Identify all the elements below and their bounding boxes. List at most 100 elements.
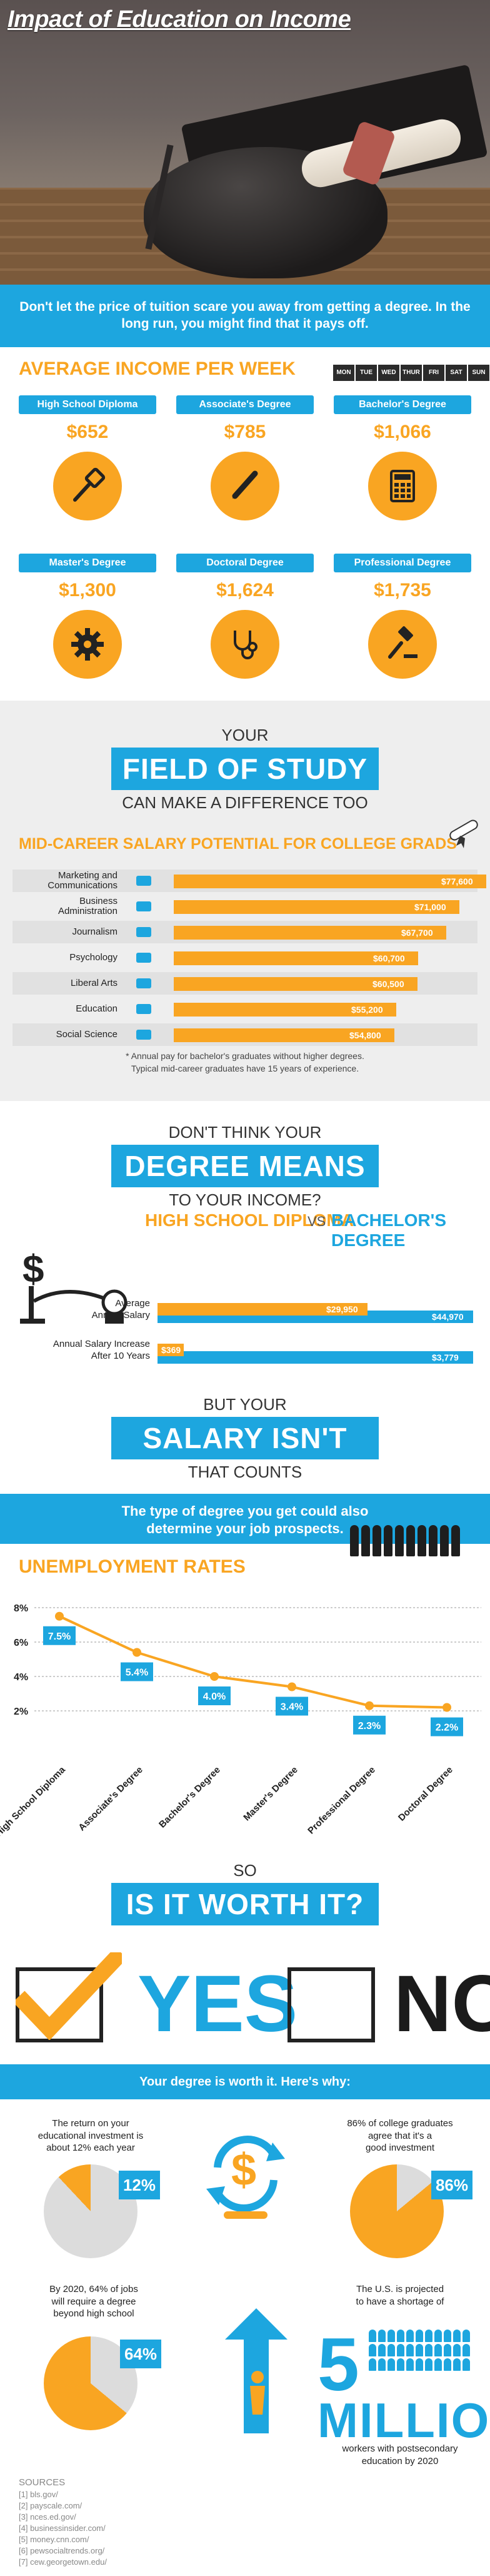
high-school-value: $29,950 — [326, 1304, 358, 1314]
source-link[interactable]: [5] money.cnn.com/ — [19, 2535, 89, 2544]
salary-field-label: Social Science — [56, 1028, 118, 1040]
salary-bar — [174, 926, 446, 940]
fact-worker-shortage: The U.S. is projected to have a shortage… — [325, 2283, 475, 2308]
fact-line: The return on your — [52, 2118, 129, 2129]
bachelors-header: BACHELOR'S DEGREE — [331, 1210, 446, 1250]
brain-icon — [125, 946, 162, 969]
day-label: THUR — [401, 365, 422, 381]
person-icon — [384, 1525, 392, 1556]
hero-image: Impact of Education on Income — [0, 0, 490, 285]
unemployment-point — [210, 1672, 219, 1681]
fact-jobs-require-degree: By 2020, 64% of jobs will require a degr… — [25, 2283, 162, 2320]
quill-icon — [125, 972, 162, 995]
fact-line: education by 2020 — [361, 2455, 439, 2467]
graduate-icon — [378, 2344, 386, 2356]
pct-label: 86% — [431, 2171, 472, 2199]
degree-card-associates: Associate's Degree $785 — [176, 395, 314, 520]
salary-bar-row: Education $55,200 — [12, 998, 478, 1020]
up-arrow-graduate-icon — [225, 2308, 288, 2433]
salary-field-label: Liberal Arts — [70, 977, 118, 988]
salary-note-line1: * Annual pay for bachelor's graduates wi… — [126, 1051, 364, 1061]
comparison-label: Annual Salary Increase After 10 Years — [52, 1339, 150, 1361]
source-link[interactable]: [2] payscale.com/ — [19, 2501, 82, 2510]
salary-bar-row: Liberal Arts $60,500 — [12, 972, 478, 995]
no-label: NO — [394, 1959, 490, 2049]
day-label: FRI — [423, 365, 444, 381]
degree-income: $1,735 — [374, 580, 431, 601]
person-icon — [395, 1525, 404, 1556]
source-link[interactable]: [6] pewsocialtrends.org/ — [19, 2546, 105, 2555]
graduate-icon — [397, 2344, 404, 2356]
salary-bar — [174, 1003, 396, 1017]
sources-title: SOURCES — [19, 2477, 66, 2488]
unemployment-value: 7.5% — [48, 1631, 71, 1642]
graduate-icon — [453, 2358, 461, 2371]
no-checkbox — [288, 1967, 375, 2042]
graduate-icon — [406, 2358, 414, 2371]
versus-label: VS — [308, 1214, 326, 1229]
fact-line: good investment — [365, 2142, 435, 2153]
source-link[interactable]: [4] businessinsider.com/ — [19, 2523, 106, 2533]
fact-line: 86% of college graduates — [347, 2118, 453, 2129]
unemployment-line — [59, 1615, 448, 1709]
day-label: WED — [378, 365, 399, 381]
degree-income: $1,300 — [59, 580, 116, 601]
graduate-icon — [453, 2330, 461, 2342]
degree-label: Bachelor's Degree — [334, 395, 471, 414]
source-link[interactable]: [7] cew.georgetown.edu/ — [19, 2557, 107, 2567]
intro-band: Don't let the price of tuition scare you… — [0, 285, 490, 347]
source-link[interactable]: [3] nces.ed.gov/ — [19, 2512, 76, 2522]
pencil-icon — [211, 452, 279, 520]
salary-note-line2: Typical mid-career graduates have 15 yea… — [131, 1063, 359, 1073]
salary-bar-value: $60,700 — [373, 953, 405, 963]
person-icon — [418, 1525, 426, 1556]
field-banner-big: FIELD OF STUDY — [92, 748, 398, 790]
y-tick-label: 8% — [14, 1603, 28, 1614]
degree-income: $1,066 — [374, 422, 431, 442]
pie-chart-86 — [350, 2164, 444, 2258]
salary-bar-value: $60,500 — [372, 979, 404, 989]
graduate-icon — [416, 2358, 423, 2371]
unemployment-point — [442, 1703, 451, 1712]
x-category-label: High School Diploma — [0, 1764, 68, 1838]
person-icon — [361, 1525, 370, 1556]
person-icon — [451, 1525, 460, 1556]
graduate-icon — [388, 2330, 395, 2342]
bachelors-value: $3,779 — [432, 1352, 459, 1362]
degree-card-professional: Professional Degree $1,735 — [334, 554, 471, 679]
stethoscope-icon — [211, 610, 279, 679]
unemployment-line-svg: 8% 6% 4% 2% 7.5% High School Diploma 5.4% Assoc… — [0, 1603, 481, 1838]
megaphone-icon — [125, 870, 162, 892]
unemployment-chart: 8% 6% 4% 2% 7.5% High School Diploma 5.4% Assoc… — [0, 1589, 490, 1864]
unemployment-point — [288, 1682, 296, 1691]
job-prospects-line1: The type of degree you get could also — [121, 1503, 369, 1519]
person-icon — [440, 1525, 449, 1556]
diploma-icon — [449, 819, 478, 848]
source-link[interactable]: [1] bls.gov/ — [19, 2490, 58, 2499]
salary-bar — [174, 900, 459, 914]
degree-label: High School Diploma — [19, 395, 156, 414]
unemployment-value: 2.2% — [436, 1723, 458, 1733]
graduate-icon — [416, 2330, 423, 2342]
graduate-icon — [369, 2358, 376, 2371]
unemployment-value: 3.4% — [281, 1702, 303, 1713]
worth-banner-big: IS IT WORTH IT? — [92, 1883, 398, 1925]
fact-investment-return: The return on your educational investmen… — [19, 2117, 162, 2154]
unemployment-title: UNEMPLOYMENT RATES — [19, 1556, 246, 1577]
degree-label: Doctoral Degree — [176, 554, 314, 572]
unemployment-point — [365, 1701, 374, 1710]
salary-banner-bottom: THAT COUNTS — [188, 1463, 302, 1481]
degree-card-high-school: High School Diploma $652 — [19, 395, 156, 520]
unemployment-label-box — [353, 1715, 386, 1735]
graduate-icon — [444, 2344, 451, 2356]
salary-bar-row: Marketing and Communications $77,600 — [12, 870, 486, 892]
fact-line: By 2020, 64% of jobs — [49, 2284, 138, 2295]
salary-bar-value: $54,800 — [349, 1030, 381, 1040]
graduate-icon — [378, 2358, 386, 2371]
graduate-icon — [462, 2330, 470, 2342]
x-category-label: Doctoral Degree — [396, 1765, 455, 1823]
degree-income: $1,624 — [216, 580, 274, 601]
field-banner-top: YOUR — [221, 726, 269, 744]
graduate-icon — [406, 2330, 414, 2342]
fact-line: agree that it's a — [368, 2130, 432, 2141]
